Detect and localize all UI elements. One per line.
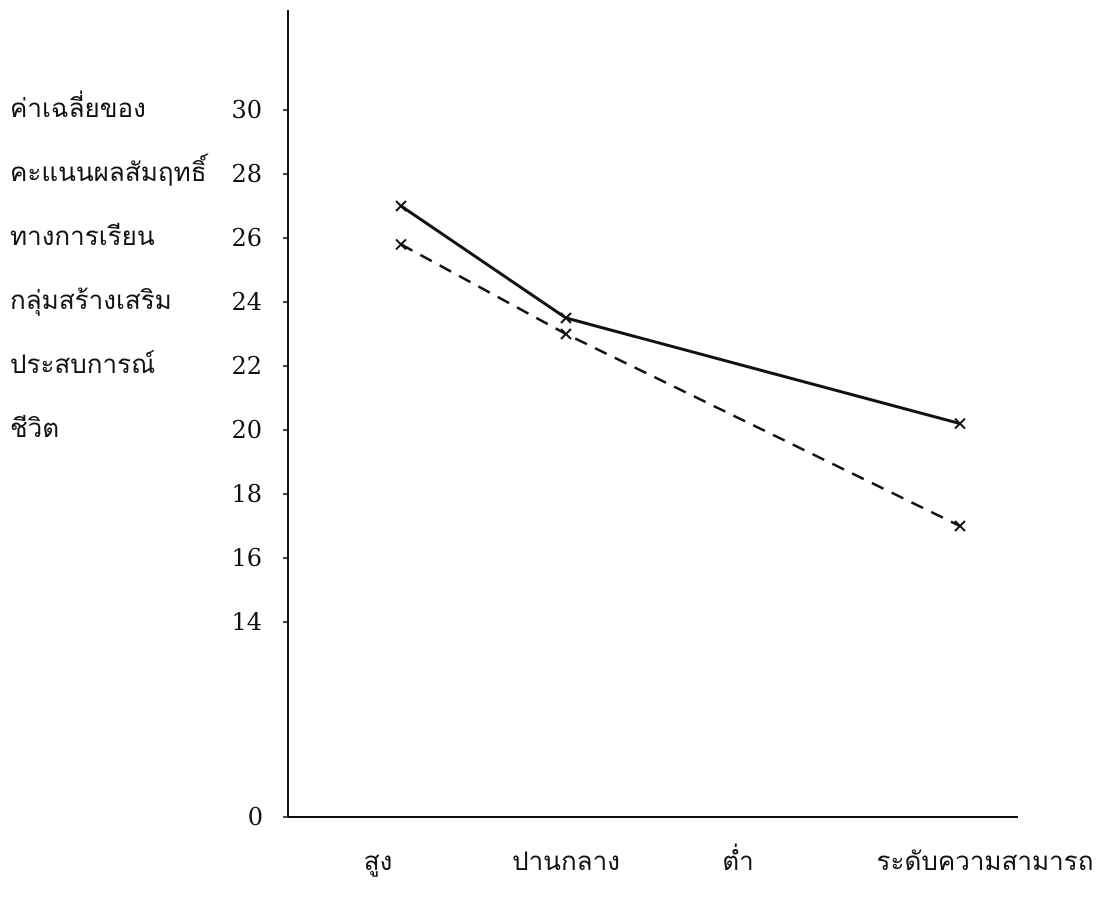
data-point-marker xyxy=(395,200,407,212)
y-axis-label-line: ค่าเฉลี่ยของ xyxy=(10,94,146,124)
y-tick-label: 0 xyxy=(248,803,263,831)
y-tick-label: 22 xyxy=(231,352,262,380)
x-tick-label: สูง xyxy=(364,847,393,877)
x-tick-labels: สูง ปานกลาง ต่ำ ระดับความสามารถ xyxy=(364,843,1094,877)
y-axis-label-line: ทางการเรียน xyxy=(10,222,155,252)
series-layer xyxy=(395,200,966,532)
series-line-2 xyxy=(400,243,961,528)
y-tick-label: 16 xyxy=(231,544,262,572)
y-tick-label: 20 xyxy=(231,416,262,444)
y-tick-label: 24 xyxy=(231,288,262,316)
data-point-marker xyxy=(395,238,407,251)
data-point-marker xyxy=(954,417,966,430)
x-tick-label: ปานกลาง xyxy=(512,847,620,877)
y-tick-label: 26 xyxy=(231,224,262,252)
y-axis-label-line: ประสบการณ์ xyxy=(10,350,156,380)
data-point-marker xyxy=(560,312,572,324)
y-tick-label: 14 xyxy=(231,608,262,636)
y-tick-label: 30 xyxy=(231,96,262,124)
x-axis-title: ระดับความสามารถ xyxy=(877,847,1094,877)
y-tick-label: 28 xyxy=(231,160,262,188)
y-axis-label-line: ชีวิต xyxy=(10,414,60,444)
y-ticks: 0 14 16 18 20 22 24 26 28 30 xyxy=(231,96,288,831)
y-tick-label: 18 xyxy=(231,480,262,508)
x-tick-label: ต่ำ xyxy=(722,843,753,877)
y-axis-label-line: คะแนนผลสัมฤทธิ์ xyxy=(10,158,207,188)
data-point-marker xyxy=(560,328,572,340)
data-point-marker xyxy=(954,520,966,532)
y-axis-label-line: กลุ่มสร้างเสริม xyxy=(10,286,172,316)
